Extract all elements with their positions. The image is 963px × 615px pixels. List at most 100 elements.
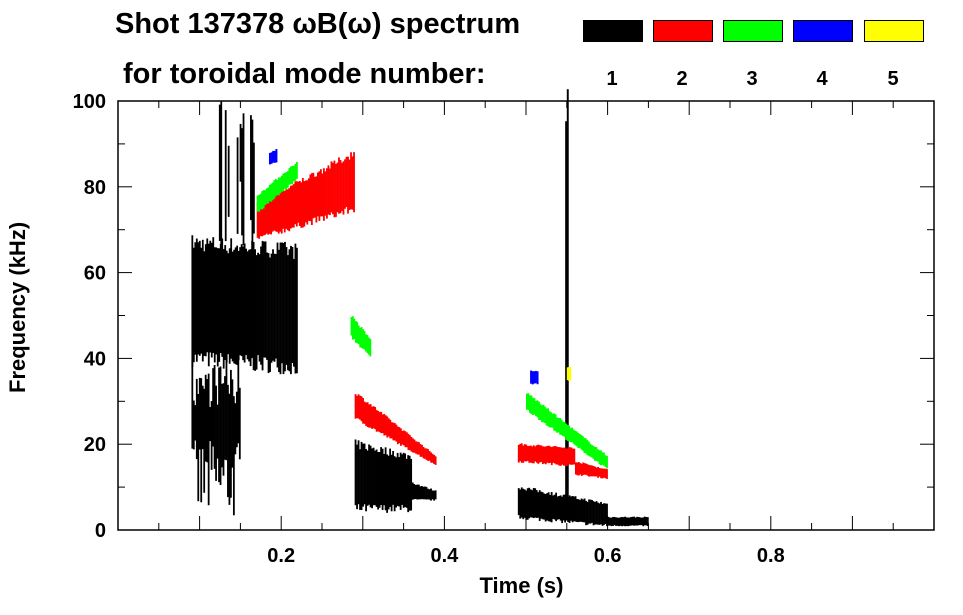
spectral-mark [387,418,390,437]
spectral-mark [197,393,200,502]
spectral-mark [564,447,567,466]
spectral-mark [288,249,291,372]
spectral-mark [368,444,370,505]
spectral-mark [532,445,535,464]
mode-1-feature [191,359,241,516]
spectral-mark [245,248,248,356]
spectral-mark [585,463,588,475]
spectral-mark [297,181,300,223]
spectral-mark [586,501,589,525]
spectral-mark [294,243,297,374]
spectral-mark [235,391,238,448]
spectral-mark [425,448,428,460]
spectral-mark [273,196,276,231]
spectral-mark [568,495,571,523]
spectral-mark [543,446,546,464]
spectral-mark [529,395,531,413]
spectral-mark [360,327,363,348]
spectral-mark [279,242,282,375]
spectral-mark [597,449,599,462]
spectral-mark [289,185,292,229]
spectral-mark [275,253,277,359]
spectral-mark [631,516,634,526]
spectral-mark [534,446,537,462]
spectral-mark [255,255,258,370]
spectral-mark [307,178,310,221]
spectral-mark [541,492,544,520]
spectral-mark [279,192,282,232]
spectral-mark [538,445,541,463]
spectral-mark [265,188,268,204]
spectral-mark [330,161,333,213]
spectral-mark [526,393,528,410]
spectral-mark [407,433,410,451]
spectral-mark [532,487,535,519]
spectral-mark [264,197,267,235]
spectral-mark [231,379,234,468]
spectral-mark [576,462,579,476]
spectral-mark [324,171,327,216]
spectral-mark [424,448,426,459]
spectral-mark [579,463,582,475]
spectral-mark [540,445,543,462]
spectral-mark [285,247,288,365]
spectral-mark [390,422,393,439]
chart-title: Shot 137378 ωB(ω) spectrum [115,8,521,40]
x-tick-label: 0.2 [267,545,295,567]
spectral-mark [200,378,203,503]
spectral-mark [246,251,249,360]
spectral-mark [609,517,611,526]
spectral-mark [354,394,357,419]
spectral-mark [520,487,523,518]
spectral-mark [547,445,550,464]
spectral-mark [643,516,646,526]
spectral-mark [321,173,324,217]
spectral-mark [585,500,587,526]
spectral-mark [553,446,556,464]
spectral-mark [310,173,313,226]
spectral-mark [366,402,369,427]
spectral-mark [637,517,640,526]
spectral-mark [572,429,575,444]
spectral-mark [227,253,230,355]
y-tick-label: 60 [84,263,106,285]
spectral-mark [209,240,212,353]
spectral-mark [253,142,255,234]
spectral-mark [383,453,386,506]
spectral-mark [198,240,201,356]
spectral-mark [375,410,378,432]
spectral-mark [523,489,526,518]
spectral-mark [269,257,271,373]
spectral-mark [263,241,265,358]
spectral-mark [239,247,242,356]
spectral-mark [272,150,275,163]
spectral-mark [603,503,605,525]
spectral-mark [366,335,369,354]
spectral-mark [256,195,259,212]
spectral-mark [422,486,425,500]
spectral-mark [546,493,549,521]
spectral-mark [405,458,408,508]
spectral-mark [621,516,624,527]
spectral-mark [569,428,572,443]
spectral-mark [422,447,425,459]
spectral-mark [570,496,572,521]
spectral-mark [597,502,599,525]
spectral-mark [356,444,358,510]
spectral-mark [604,503,607,524]
spectral-mark [586,464,589,476]
spectral-mark [528,487,531,519]
spectral-mark [583,498,586,523]
spectral-mark [559,417,562,435]
spectral-mark [319,169,322,217]
mode-3-feature [526,393,608,469]
spectral-mark [554,414,557,432]
spectral-mark [633,516,636,526]
spectral-mark [285,172,288,190]
spectral-mark [393,456,396,512]
spectral-mark [533,398,536,415]
spectral-mark [526,446,529,461]
x-tick-label: 0.4 [430,545,459,567]
spectral-mark [646,517,649,527]
spectral-mark [288,188,291,232]
